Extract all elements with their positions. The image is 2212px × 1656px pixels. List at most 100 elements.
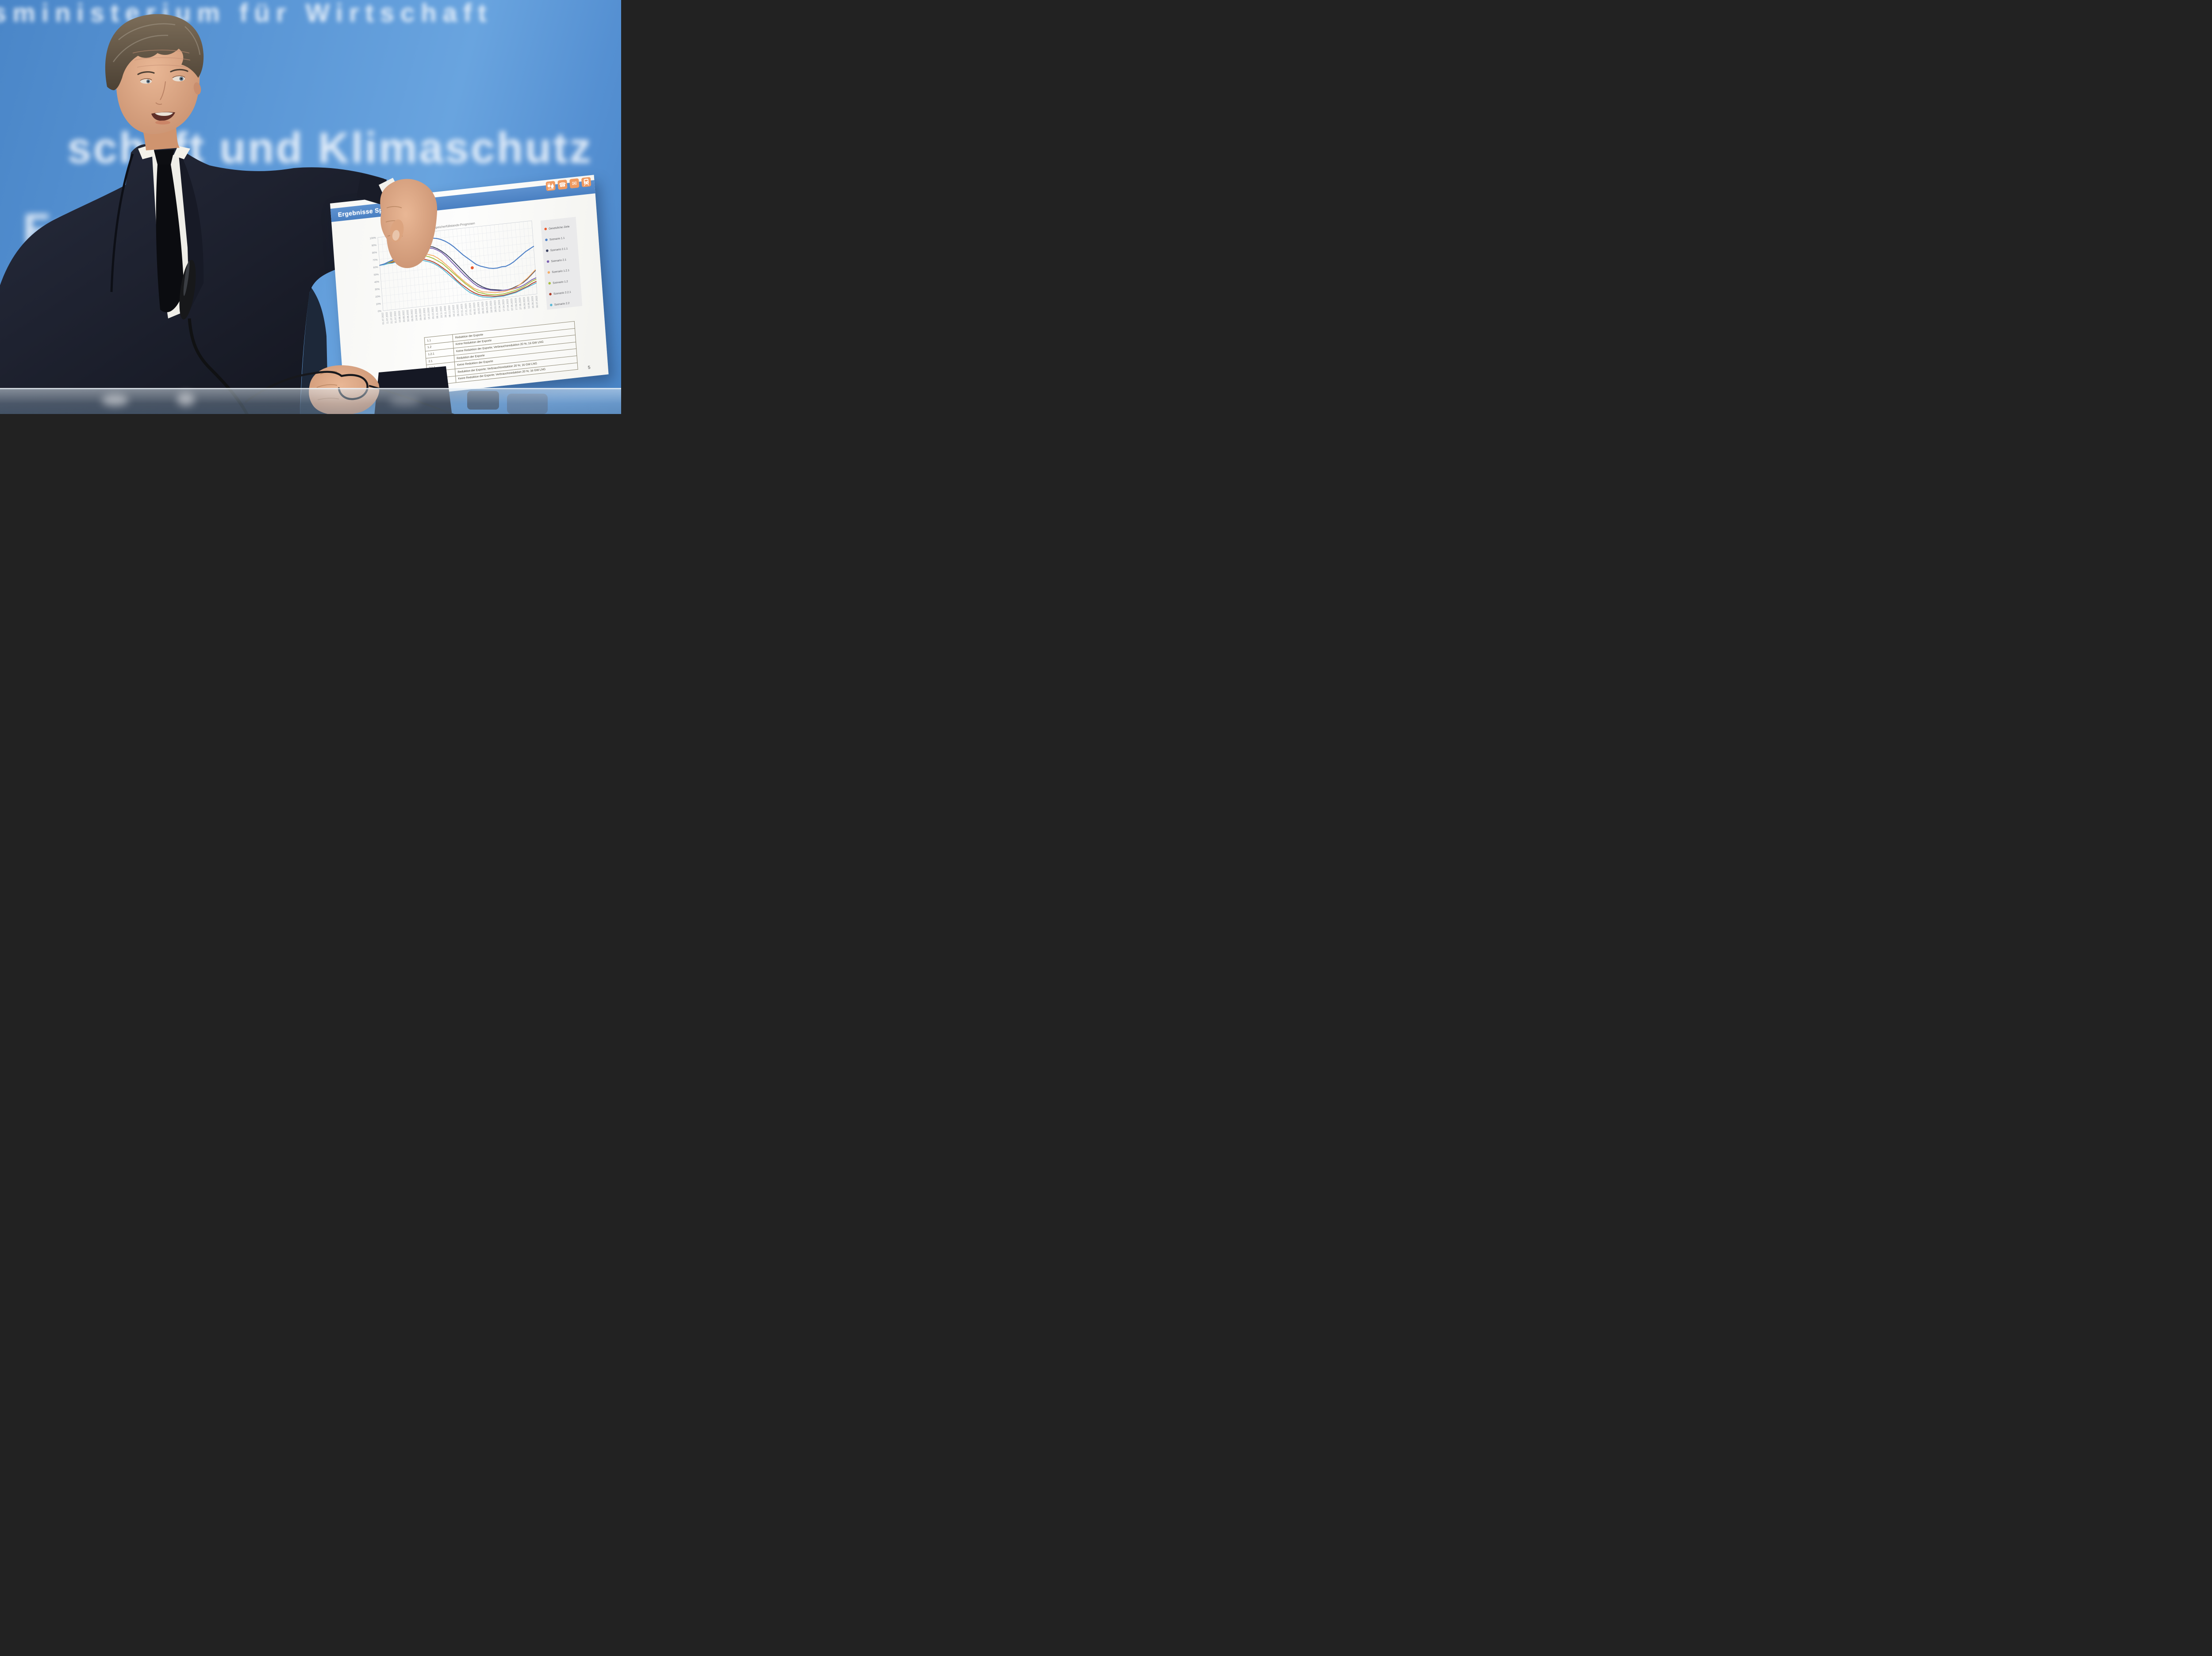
y-axis-tick: 0% — [378, 310, 382, 313]
x-axis-tick: 06.06.2023 — [523, 297, 526, 309]
legend-label: Szenario 1.2.1 — [552, 269, 570, 274]
thumbnail — [392, 230, 400, 241]
x-axis-tick: 20.08.2022 — [402, 310, 406, 322]
x-axis-tick: 01.07.2022 — [381, 312, 385, 325]
legend-item: Szenario 1.2.1 — [547, 269, 570, 274]
teeth — [155, 112, 173, 116]
glass-reflection-3 — [389, 396, 420, 406]
x-axis-tick: 09.09.2022 — [411, 309, 414, 322]
train-icon — [581, 177, 591, 188]
eyebrow-right — [170, 69, 188, 73]
y-axis-tick: 100% — [370, 237, 376, 240]
x-axis-tick: 10.08.2022 — [398, 310, 402, 323]
tie — [156, 165, 184, 313]
x-axis-tick: 08.12.2022 — [448, 305, 452, 318]
x-axis-tick: 30.08.2022 — [407, 310, 410, 322]
microphone-highlight — [183, 261, 190, 296]
legend-label: Szenario 2.1 — [551, 258, 567, 263]
legend-item: Szenario 2.2 — [550, 302, 570, 307]
legend-item: Szenario 2.1 — [546, 258, 567, 263]
legend-label: Szenario 2.2.1 — [553, 291, 572, 295]
x-axis-tick: 06.07.2023 — [535, 295, 539, 308]
x-axis-tick: 21.07.2022 — [390, 311, 393, 324]
microphone-head — [179, 260, 196, 320]
legend-swatch — [549, 293, 552, 295]
lectern-glass-panel — [0, 388, 621, 414]
x-axis-tick: 18.11.2022 — [440, 306, 443, 318]
x-axis-tick: 29.09.2022 — [419, 308, 422, 321]
legend-label: Szenario 2.2 — [554, 302, 570, 307]
x-axis-tick: 17.01.2023 — [465, 303, 468, 316]
legend-swatch — [550, 303, 553, 307]
legend-swatch — [546, 249, 549, 252]
y-axis-tick: 90% — [372, 244, 377, 247]
x-axis-tick: 29.10.2022 — [431, 307, 435, 319]
slide-header-icons: ☎ ✉ — [545, 177, 591, 192]
ear — [193, 82, 201, 95]
suit-lapel-left — [110, 153, 134, 292]
legend-swatch — [545, 238, 548, 242]
y-axis-tick: 10% — [376, 303, 381, 306]
eye-right — [172, 75, 185, 81]
x-axis-tick: 18.03.2023 — [490, 301, 493, 313]
chart-gridlines — [377, 220, 538, 311]
x-axis-tick: 16.02.2023 — [477, 302, 481, 314]
x-axis-tick: 06.02.2023 — [473, 303, 476, 315]
foreground-layer — [245, 173, 548, 414]
y-axis-tick: 80% — [372, 251, 377, 254]
eye-left — [140, 78, 152, 84]
legend-label: Szenario 2.1.1 — [550, 247, 568, 252]
legend-item: Szenario 1.2 — [548, 280, 568, 285]
forehead-wrinkles — [132, 50, 191, 68]
hair-streaks — [112, 23, 201, 62]
y-axis-tick: 50% — [374, 273, 379, 276]
legend-item: Szenario 1.1 — [545, 237, 565, 242]
suit-lapel-right — [176, 148, 204, 310]
y-axis-tick: 60% — [373, 266, 378, 269]
x-axis-tick: 31.07.2022 — [394, 311, 398, 323]
x-axis-tick: 28.03.2023 — [494, 300, 497, 313]
y-axis-tick: 70% — [373, 259, 378, 262]
x-axis-tick: 07.05.2023 — [511, 299, 514, 311]
x-axis-tick: 07.04.2023 — [498, 300, 502, 312]
legend-label: Szenario 1.2 — [553, 280, 568, 285]
legend-swatch — [544, 227, 547, 230]
x-axis-tick: 19.10.2022 — [427, 307, 431, 320]
x-axis-tick: 07.01.2023 — [461, 304, 464, 316]
x-axis-tick: 27.04.2023 — [506, 299, 510, 311]
x-axis: 01.07.2022 11.07.2022 21.07.2022 31.07.2022… — [381, 295, 539, 324]
legend-swatch — [547, 271, 550, 274]
y-axis-tick: 40% — [374, 281, 380, 284]
legend-label: Szenario 1.1 — [549, 237, 565, 242]
y-axis-tick: 30% — [375, 288, 380, 291]
legend-swatch — [546, 260, 549, 263]
legend-swatch — [548, 282, 551, 285]
x-axis-tick: 18.12.2022 — [452, 305, 456, 317]
x-axis-tick: 08.03.2023 — [485, 301, 489, 314]
glass-reflection-1 — [102, 395, 128, 406]
speaker-figure — [0, 14, 404, 414]
plot-border — [377, 220, 538, 311]
x-axis-tick: 16.06.2023 — [527, 296, 530, 309]
tie-knot — [154, 150, 174, 165]
energy-plug-flame-icon — [545, 180, 556, 192]
x-axis-tick: 08.11.2022 — [436, 307, 439, 318]
jacket-cuff — [357, 173, 387, 204]
legend-item: Szenario 2.2.1 — [549, 291, 572, 295]
lower-lip — [155, 120, 170, 125]
x-axis-tick: 17.04.2023 — [502, 299, 506, 312]
x-axis-tick: 28.12.2022 — [457, 304, 460, 317]
x-axis-tick: 17.05.2023 — [515, 298, 518, 310]
y-axis-tick: 20% — [375, 295, 380, 299]
press-conference-photo: sministerium für Wirtschaft schaft und K… — [0, 0, 621, 414]
x-axis-tick: 27.01.2023 — [469, 303, 472, 315]
y-axis: 0% 10% 20% 30% 40% 50% 60% 70% 80% 90% 100% — [370, 237, 382, 313]
nose — [155, 81, 166, 105]
legend-panel — [540, 217, 583, 310]
x-axis-tick: 11.07.2022 — [386, 312, 389, 324]
x-axis-tick: 09.10.2022 — [423, 308, 426, 320]
x-axis-tick: 26.02.2023 — [481, 302, 485, 314]
x-axis-tick: 19.09.2022 — [415, 309, 419, 321]
glass-reflection-2 — [177, 393, 195, 406]
